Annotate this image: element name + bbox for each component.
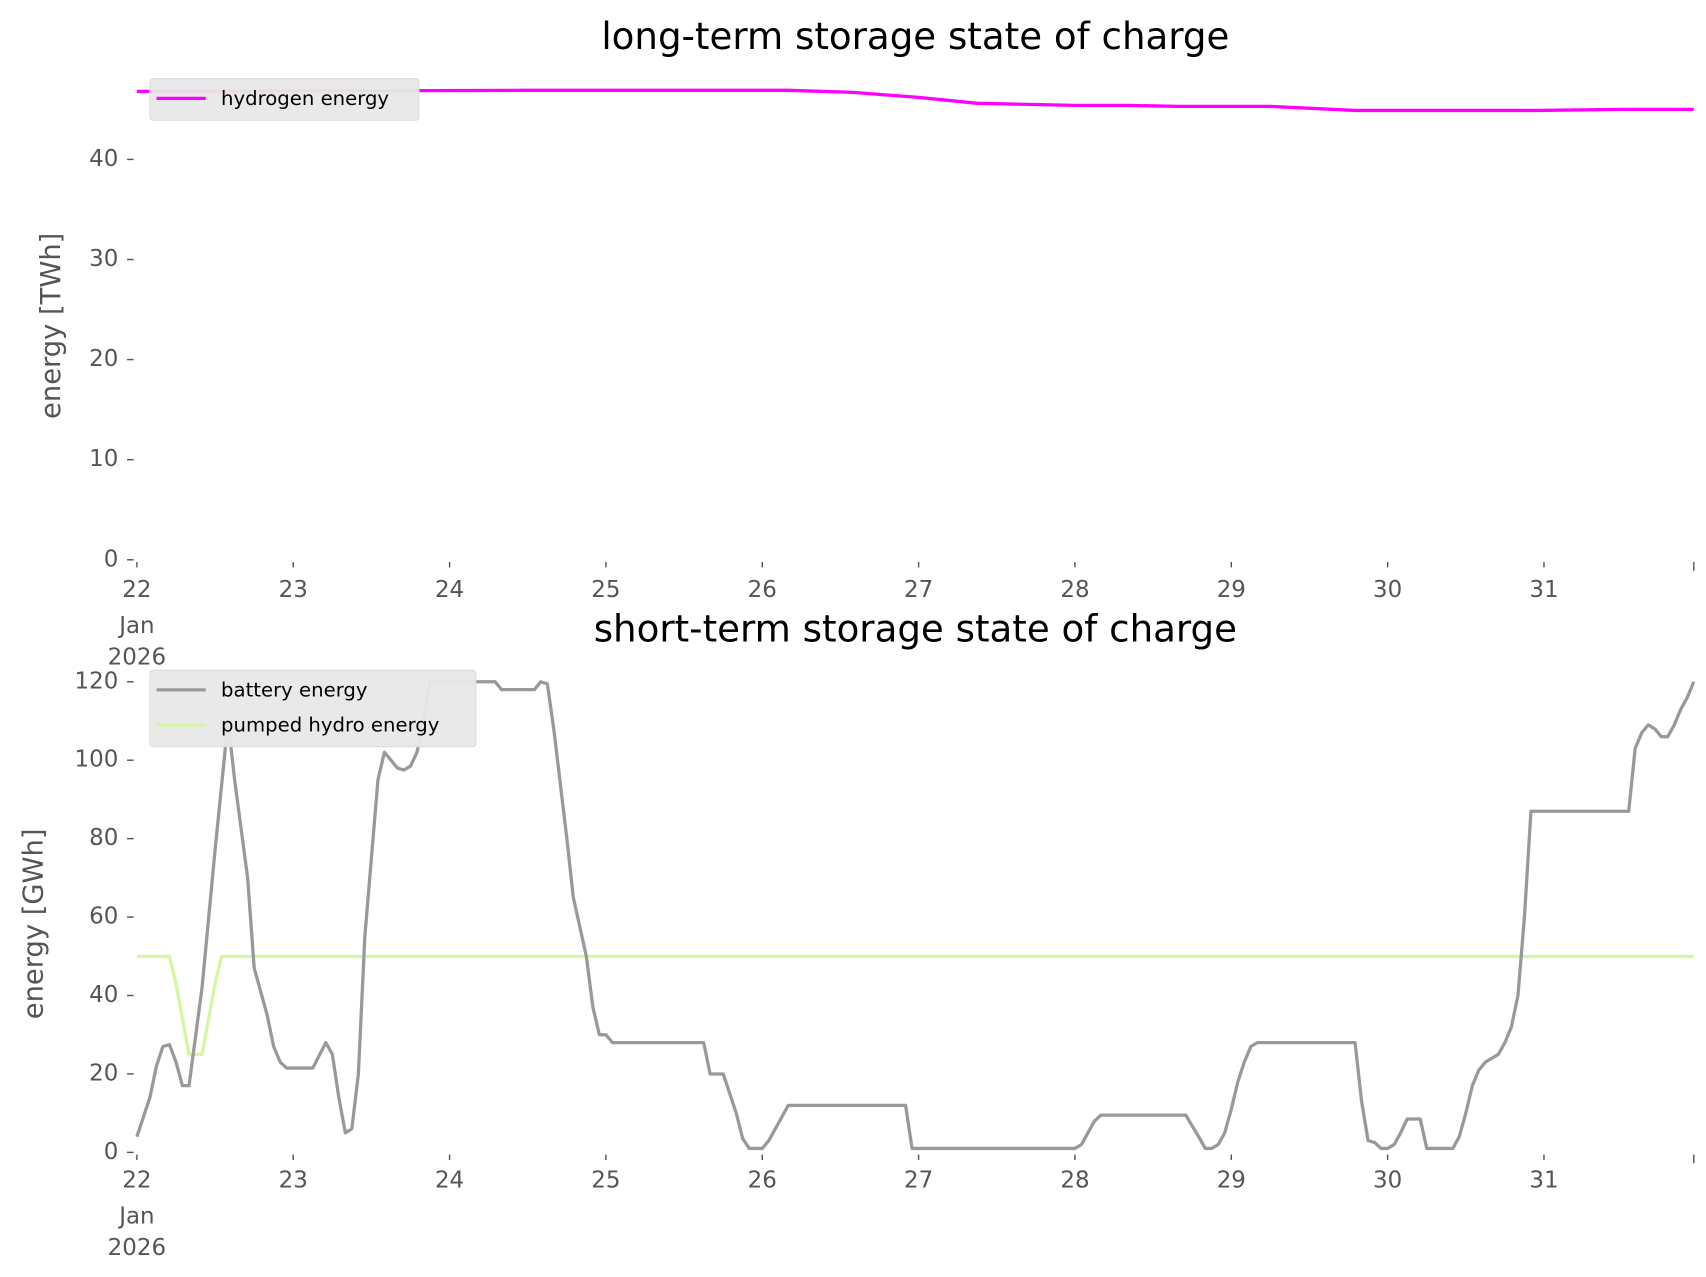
chart-title: long-term storage state of charge: [601, 14, 1229, 58]
x-tick-label: 26: [748, 1167, 777, 1193]
x-tick-sublabel: 2026: [108, 645, 166, 671]
x-tick-label: 24: [435, 577, 464, 603]
x-tick-label: 22: [122, 577, 151, 603]
legend-label: hydrogen energy: [221, 87, 389, 110]
x-tick-label: 27: [904, 577, 933, 603]
pumped-hydro-energy-line: [136, 954, 1694, 1056]
y-tick-label: 20: [89, 1060, 118, 1086]
x-tick-label: 27: [904, 1167, 933, 1193]
y-tick-label: 120: [75, 668, 119, 694]
y-tick-label: 10: [89, 446, 118, 472]
x-tick-label: 30: [1373, 577, 1402, 603]
y-axis-label: energy [GWh]: [19, 828, 50, 1019]
legend-label: battery energy: [221, 678, 368, 701]
legend: hydrogen energy: [149, 78, 420, 121]
x-tick-label: 30: [1373, 1167, 1402, 1193]
legend: battery energy pumped hydro energy: [149, 669, 477, 748]
y-tick-label: 30: [89, 246, 118, 272]
hydrogen-energy-line: [136, 88, 1694, 113]
long-term-panel: long-term storage state of charge energy …: [36, 14, 1695, 671]
x-tick-label: 31: [1529, 1167, 1558, 1193]
x-tick-label: 23: [279, 577, 308, 603]
x-tick-label: 28: [1060, 577, 1089, 603]
x-tick-label: 28: [1060, 1167, 1089, 1193]
x-tick-label: 29: [1217, 1167, 1246, 1193]
y-tick-label: 80: [89, 825, 118, 851]
y-tick-label: 60: [89, 904, 118, 930]
legend-label: pumped hydro energy: [221, 713, 440, 736]
y-tick-label: 40: [89, 146, 118, 172]
x-tick-label: 29: [1217, 577, 1246, 603]
legend-box: [149, 669, 477, 748]
x-tick-sublabel: 2026: [108, 1235, 166, 1261]
battery-energy-line: [135, 680, 1696, 1151]
y-tick-label: 40: [89, 982, 118, 1008]
x-tick-label: 24: [435, 1167, 464, 1193]
x-tick-label: 22: [122, 1167, 151, 1193]
x-tick-sublabel: Jan: [117, 613, 154, 639]
x-tick-label: 25: [591, 577, 620, 603]
y-tick-label: 0: [104, 1139, 119, 1165]
short-term-panel: short-term storage state of charge energy…: [19, 606, 1696, 1261]
x-tick-label: 23: [279, 1167, 308, 1193]
legend-box: [149, 78, 420, 121]
x-tick-label: 31: [1529, 577, 1558, 603]
y-tick-label: 100: [75, 747, 119, 773]
x-tick-label: 26: [748, 577, 777, 603]
x-tick-label: 25: [591, 1167, 620, 1193]
y-axis-label: energy [TWh]: [36, 233, 67, 419]
y-tick-label: 20: [89, 346, 118, 372]
y-tick-label: 0: [104, 546, 119, 572]
x-tick-sublabel: Jan: [117, 1203, 154, 1229]
chart-title: short-term storage state of charge: [594, 606, 1237, 650]
